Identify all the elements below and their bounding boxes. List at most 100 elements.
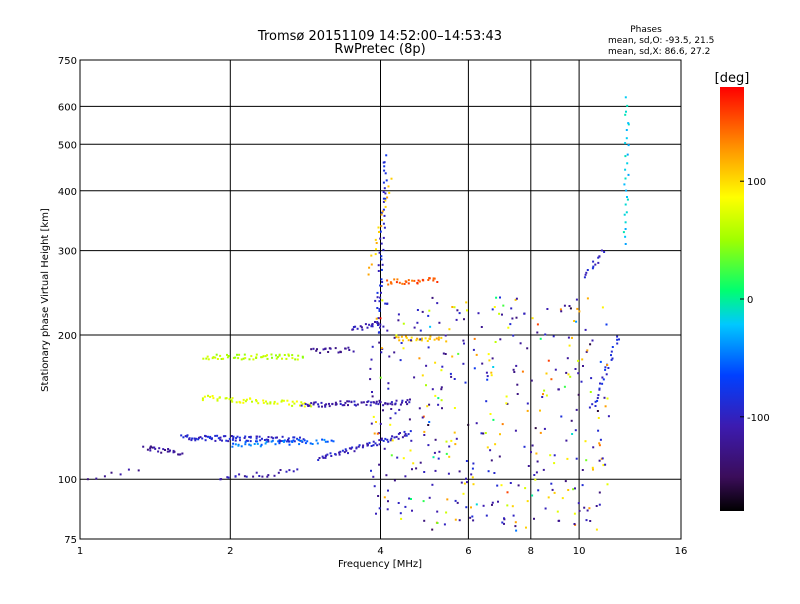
data-point: [226, 356, 229, 359]
data-point: [371, 345, 374, 348]
data-point: [390, 177, 393, 180]
data-point: [438, 321, 441, 324]
data-point: [465, 477, 467, 480]
data-point: [624, 228, 627, 230]
data-point: [506, 402, 509, 405]
y-tick-label: 200: [58, 331, 77, 342]
data-point: [378, 251, 381, 254]
data-point: [510, 307, 513, 310]
data-point: [418, 357, 421, 360]
data-point: [393, 479, 396, 482]
data-point: [485, 400, 488, 403]
data-point: [616, 335, 619, 338]
data-point: [403, 434, 406, 437]
data-point: [375, 242, 378, 244]
data-point: [581, 358, 584, 361]
data-point: [376, 291, 379, 294]
data-point: [515, 529, 518, 532]
data-point: [497, 500, 499, 503]
data-point: [379, 401, 382, 404]
data-point: [463, 342, 465, 345]
data-point: [432, 279, 435, 282]
data-point: [622, 231, 625, 234]
data-point: [456, 501, 459, 504]
data-point: [220, 358, 223, 360]
data-point: [249, 444, 252, 447]
data-point: [539, 431, 542, 434]
data-point: [560, 310, 563, 313]
data-point: [485, 514, 488, 517]
data-point: [397, 313, 400, 316]
data-point: [419, 338, 422, 341]
data-point: [423, 519, 426, 522]
data-point: [598, 255, 601, 258]
data-point: [487, 470, 490, 473]
data-point: [338, 453, 341, 456]
data-point: [383, 214, 386, 217]
data-point: [384, 205, 387, 208]
data-point: [482, 432, 485, 435]
data-point: [498, 455, 501, 458]
data-point: [421, 374, 424, 377]
data-point: [589, 343, 592, 346]
data-point: [602, 464, 605, 467]
data-point: [427, 314, 430, 317]
data-point: [397, 319, 400, 322]
data-point: [207, 435, 209, 438]
data-point: [556, 510, 559, 513]
data-point: [624, 96, 627, 99]
data-point: [428, 309, 431, 312]
data-point: [370, 401, 373, 404]
data-point: [366, 401, 369, 403]
data-point: [368, 441, 371, 444]
data-point: [437, 457, 440, 460]
data-point: [166, 450, 169, 453]
data-point: [240, 358, 243, 361]
data-point: [395, 435, 398, 438]
data-point: [431, 483, 434, 486]
data-point: [275, 354, 277, 357]
data-point: [404, 505, 407, 508]
data-point: [458, 470, 461, 473]
data-point: [264, 355, 267, 358]
data-point: [237, 444, 240, 447]
data-point: [625, 129, 628, 131]
data-point: [432, 456, 435, 459]
data-point: [586, 509, 589, 512]
data-point: [151, 446, 154, 449]
data-point: [569, 375, 572, 378]
data-point: [512, 368, 515, 371]
data-point: [295, 400, 298, 403]
data-point: [255, 357, 258, 359]
data-point: [400, 517, 403, 520]
data-point: [379, 317, 382, 320]
data-point: [186, 434, 189, 437]
data-point: [421, 337, 423, 340]
data-point: [465, 460, 468, 462]
data-point: [368, 266, 371, 269]
data-point: [276, 356, 279, 359]
data-point: [387, 382, 390, 385]
data-point: [448, 455, 451, 458]
data-point: [193, 437, 196, 440]
data-point: [283, 439, 286, 442]
data-point: [425, 364, 428, 367]
data-point: [553, 462, 556, 465]
data-point: [248, 436, 251, 438]
data-point: [583, 276, 586, 279]
data-point: [429, 325, 432, 328]
data-point: [480, 326, 483, 328]
data-point: [523, 445, 526, 448]
data-point: [353, 403, 356, 406]
data-point: [391, 435, 394, 438]
data-point: [265, 400, 267, 403]
data-point: [239, 439, 241, 442]
data-point: [376, 432, 379, 435]
data-point: [436, 302, 439, 305]
data-point: [499, 338, 502, 341]
data-point: [370, 469, 372, 472]
data-point: [376, 444, 379, 447]
data-point: [604, 368, 607, 371]
data-point: [542, 468, 545, 471]
data-point: [545, 394, 548, 397]
